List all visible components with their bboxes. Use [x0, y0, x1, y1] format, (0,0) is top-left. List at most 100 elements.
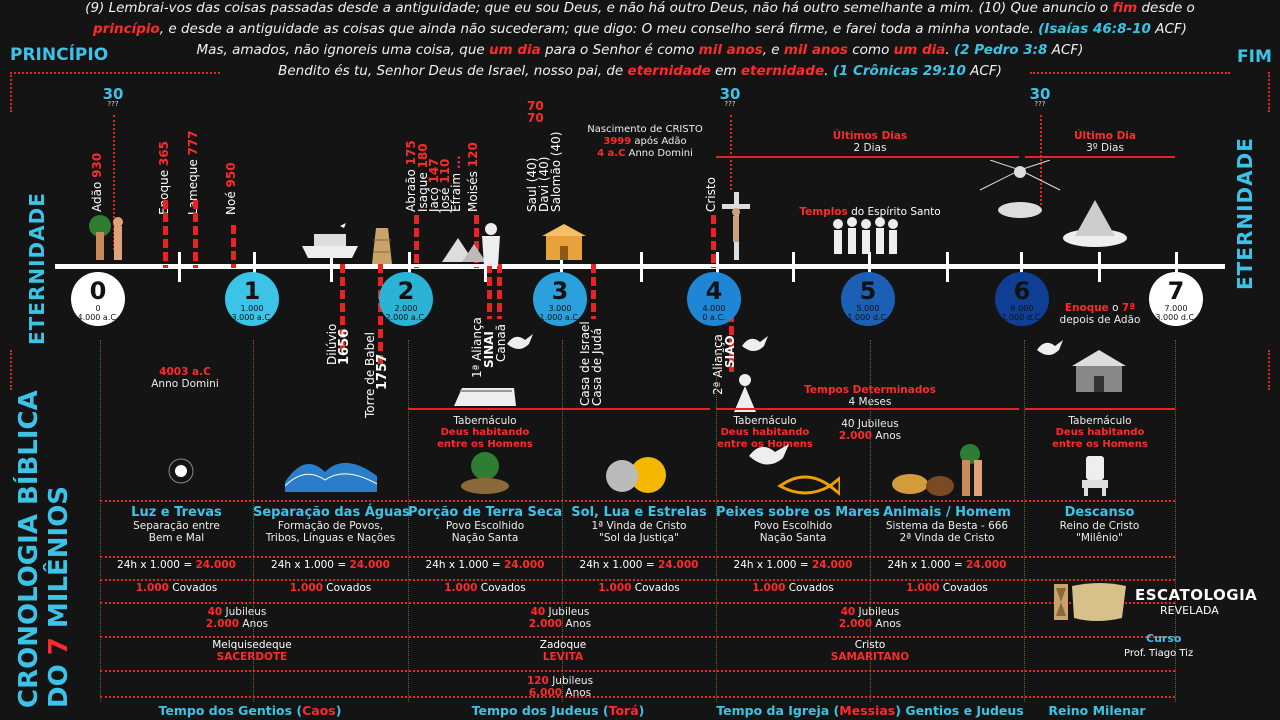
covados-row: 1.000 Covados — [906, 582, 988, 594]
day-3: Porção de Terra Seca Povo Escolhido Nação … — [408, 505, 563, 544]
footer-judeus: Tempo dos Judeus (Torá) — [471, 703, 645, 718]
marker-babel — [378, 264, 383, 368]
hours-row: 24h x 1.000 = 24.000 — [579, 559, 699, 571]
moses-illustration — [478, 222, 504, 270]
left-dotted-vertical-low — [10, 350, 12, 390]
verse-segment: fim — [1112, 0, 1138, 16]
event-diluvio-year: 1656 — [337, 328, 352, 365]
verse-isaias-line-1: (9) Lembrai-vos das coisas passadas desd… — [0, 0, 1280, 16]
birth-of-christ: Nascimento de CRISTO 3999 após Adão 4 a.… — [587, 124, 703, 159]
right-dotted-vertical-low — [1268, 350, 1270, 390]
marker-enoque — [163, 200, 168, 268]
verse-segment: Mas, amados, não ignoreis uma coisa, que — [196, 42, 489, 58]
day-row-line — [100, 670, 1175, 672]
marker-siao — [729, 300, 734, 372]
verse-segment: . — [945, 42, 955, 58]
cronologia-title-line2: DO 7 MILÊNIOS — [44, 485, 74, 708]
day-row-line — [100, 556, 1175, 558]
throne-icon — [1082, 456, 1108, 500]
timeline-tick — [1175, 252, 1178, 282]
marker-abraao — [414, 215, 419, 268]
brand-sub: REVELADA — [1160, 604, 1219, 617]
temple-illustration — [540, 220, 588, 266]
tabernacle-bar-4 — [716, 408, 1019, 410]
jubileus-2: 40 Jubileus 2.000 Anos — [528, 606, 592, 630]
day-separator — [100, 340, 101, 702]
day-separator — [562, 340, 563, 702]
verse-segment: ACF) — [965, 63, 1002, 79]
timeline-tick — [1098, 252, 1101, 282]
tabernacle-label-3: Tabernáculo Deus habitando entre os Homen… — [1052, 415, 1148, 450]
footer-reino: Reino Milenar — [1048, 703, 1146, 718]
ark-illustration — [300, 220, 360, 266]
verse-segment: (2 Pedro 3:8 — [954, 42, 1048, 58]
right-dotted-vertical — [1268, 72, 1270, 112]
jubileus-3: 40 Jubileus 2.000 Anos — [838, 606, 902, 630]
tabernacle-bar-2 — [408, 408, 710, 410]
verse-segment: princípio — [93, 21, 160, 37]
cronologia-title: CRONOLOGIA BÍBLICA DO 7 MILÊNIOS — [14, 390, 74, 708]
templos-label: Templos do Espírito Santo — [799, 206, 941, 218]
day-4: Sol, Lua e Estrelas 1ª Vinda de Cristo "So… — [571, 505, 707, 544]
verse-segment: mil anos — [698, 42, 763, 58]
marker-sinai — [487, 264, 492, 319]
marker-diluvio — [340, 264, 345, 350]
millennium-circle-5: 5 5.000 1.000 d.C. — [841, 272, 895, 326]
marker-cristo — [711, 215, 716, 268]
tabernacle-illustration — [450, 384, 520, 414]
verse-segment: Bendito és tu, Senhor Deus de Israel, no… — [278, 63, 628, 79]
day-5: Peixes sobre os Mares Povo Escolhido Nação… — [716, 505, 880, 544]
kings-numbers: 70 70 — [527, 99, 544, 125]
thirty-dotted-4 — [730, 115, 732, 190]
verse-segment: como — [847, 42, 894, 58]
timeline-tick — [1020, 252, 1023, 282]
anno-domini-4003: 4003 a.C Anno Domini — [151, 366, 219, 390]
animals-man-icon — [890, 440, 990, 502]
wave-icon — [284, 452, 378, 496]
tabernacle-bar-6 — [1025, 408, 1175, 410]
verse-segment: , e — [762, 42, 784, 58]
millennium-circle-6: 6 6.000 2.000 d.C. — [995, 272, 1049, 326]
dove-icon-3 — [1035, 336, 1065, 364]
covados-row: 1.000 Covados — [444, 582, 526, 594]
jubileus-1: 40 Jubileus 2.000 Anos — [205, 606, 269, 630]
eternity-right: ETERNIDADE — [1233, 137, 1257, 290]
ultimo-dia: Último Dia 3º Dias — [1074, 130, 1136, 154]
day-separator — [253, 340, 254, 702]
person-efraim: Efraim ... — [449, 155, 463, 212]
timeline-tick — [560, 252, 563, 282]
day-7: Descanso Reino de Cristo "Milênio" — [1059, 505, 1140, 544]
verse-segment: desde o — [1137, 0, 1195, 16]
timeline-tick — [716, 252, 719, 282]
jubileus-40-church: 40 Jubileus 2.000 Anos — [838, 418, 902, 442]
event-babel-year: 1757 — [375, 353, 390, 390]
timeline-tick — [946, 252, 949, 282]
eternity-left: ETERNIDADE — [25, 192, 49, 345]
day-row-line — [100, 636, 1175, 638]
timeline-tick — [178, 252, 181, 282]
marker-moises — [474, 215, 479, 268]
thirty-marker-0: 30??? — [102, 85, 124, 108]
timeline-tick — [640, 252, 643, 282]
millennium-circle-2: 2 2.000 2.000 a.C. — [379, 272, 433, 326]
timeline-tick — [330, 252, 333, 282]
millennium-circle-3: 3 3.000 1.000 a.C. — [533, 272, 587, 326]
tempos-determinados: Tempos Determinados 4 Meses — [804, 384, 936, 408]
timeline-tick — [792, 252, 795, 282]
person-noe: Noé 950 — [224, 162, 238, 215]
day-row-line — [100, 602, 1175, 604]
dove-icon-2 — [740, 332, 770, 360]
verse-segment: , e desde a antiguidade as coisas que ai… — [159, 21, 1039, 37]
timeline-tick — [408, 252, 411, 282]
verse-segment: (9) Lembrai-vos das coisas passadas desd… — [85, 0, 1113, 16]
day-separator — [1175, 340, 1176, 702]
verse-segment: ACF) — [1047, 42, 1084, 58]
verse-isaias-line-2: princípio, e desde a antiguidade as cois… — [0, 21, 1280, 37]
person-adao: Adão 930 — [90, 152, 104, 212]
event-siao: SIÃO — [723, 335, 737, 368]
person-cristo: Cristo — [704, 177, 718, 212]
believers-illustration — [830, 216, 900, 262]
ultimos-dias: Últimos Dias 2 Dias — [832, 130, 908, 154]
ultimos-dias-bar — [716, 156, 1019, 158]
brand-prof: Prof. Tiago Tiz — [1124, 648, 1194, 659]
